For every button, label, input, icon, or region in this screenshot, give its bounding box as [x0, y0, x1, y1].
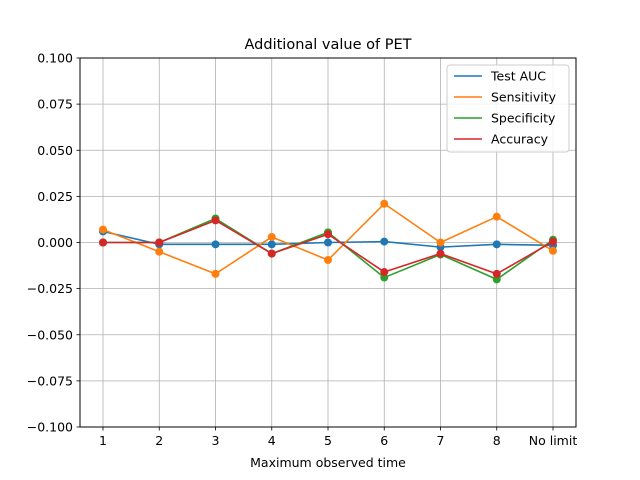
data-point [324, 256, 332, 265]
data-point [380, 237, 389, 246]
x-tick-label: No limit [529, 433, 578, 448]
data-point [492, 212, 501, 221]
data-point [155, 238, 164, 247]
x-tick-label: 3 [212, 433, 220, 448]
y-tick-label: 0.100 [37, 51, 73, 66]
series-sensitivity [99, 199, 557, 278]
x-tick-label: 8 [493, 433, 501, 448]
y-tick-label: 0.075 [37, 97, 73, 112]
series-layer [99, 199, 557, 284]
data-point [380, 273, 389, 282]
data-point [211, 240, 220, 249]
x-axis-label: Maximum observed time [250, 455, 406, 470]
legend-item: Accuracy [454, 132, 549, 147]
data-point [99, 238, 107, 247]
data-point [267, 240, 276, 249]
x-tick-label: 7 [437, 433, 445, 448]
x-tick-label: 4 [268, 433, 276, 448]
chart-title: Additional value of PET [245, 37, 412, 53]
data-point [211, 269, 220, 278]
x-tick-label: 5 [324, 433, 332, 448]
legend-label: Test AUC [490, 69, 546, 84]
x-tick-label: 6 [380, 433, 388, 448]
x-tick-label: 2 [155, 433, 163, 448]
series-accuracy [99, 216, 557, 278]
data-point [492, 275, 501, 284]
y-tick-label: −0.050 [27, 327, 73, 342]
data-point [549, 237, 557, 246]
data-point [267, 249, 276, 258]
y-axis-ticks: 0.100 0.075 0.050 0.025 0.000 −0.025 −0.050 −0.… [27, 51, 80, 435]
legend-label: Accuracy [491, 132, 549, 147]
y-tick-label: −0.025 [27, 281, 73, 296]
data-point [436, 238, 445, 247]
legend: Test AUC Sensitivity Specificity Accuracy [446, 64, 570, 153]
legend-item: Sensitivity [454, 90, 557, 105]
data-point [549, 246, 557, 255]
data-point [211, 216, 220, 225]
legend-item: Specificity [454, 111, 556, 126]
y-tick-label: 0.025 [37, 189, 73, 204]
x-axis-ticks: 1 2 3 4 5 6 7 8 No limit [99, 427, 577, 448]
data-point [267, 232, 276, 241]
data-point [155, 247, 164, 256]
data-point [99, 225, 107, 234]
data-point [380, 199, 389, 208]
y-tick-label: 0.000 [37, 235, 73, 250]
legend-item: Test AUC [454, 69, 546, 84]
legend-label: Specificity [491, 111, 556, 126]
y-tick-label: −0.100 [27, 420, 73, 435]
data-point [380, 268, 389, 277]
data-point [324, 230, 332, 239]
data-point [492, 240, 501, 249]
x-tick-label: 1 [99, 433, 107, 448]
data-point [436, 249, 445, 258]
legend-label: Sensitivity [491, 90, 557, 105]
legend-box [446, 64, 570, 153]
y-tick-label: 0.050 [37, 143, 73, 158]
data-point [324, 238, 332, 247]
data-point [492, 269, 501, 278]
y-tick-label: −0.075 [27, 373, 73, 388]
